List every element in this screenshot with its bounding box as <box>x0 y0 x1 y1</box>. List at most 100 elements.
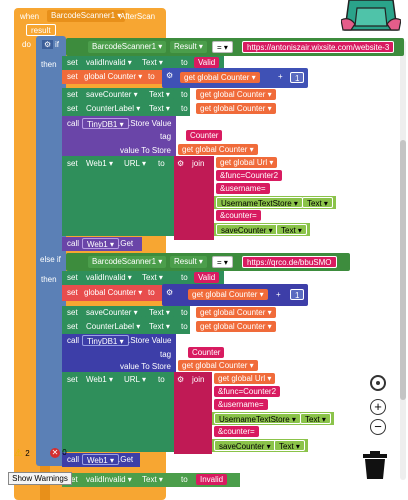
web-2-comp[interactable]: Web1 <box>82 374 118 385</box>
set-4-comp[interactable]: CounterLabel <box>82 103 145 114</box>
compare-2-op[interactable]: = <box>212 256 233 268</box>
set-3-prop[interactable]: Text <box>145 89 174 100</box>
set-4-var[interactable]: global Counter <box>213 104 271 113</box>
set-2-1-value[interactable]: Valid <box>194 272 220 283</box>
join-2-s5-comp[interactable]: saveCounter <box>214 440 276 451</box>
add-1-get[interactable]: get global Counter <box>180 72 260 83</box>
join-1-s5-prop[interactable]: Text <box>276 224 307 235</box>
event-component-dropdown[interactable]: BarcodeScanner1 <box>47 10 126 22</box>
compare-2-value[interactable]: https://qrco.de/bbuSMO <box>242 256 337 268</box>
set-2-1-comp[interactable]: validInvalid <box>82 272 136 283</box>
event-param-result[interactable]: result <box>26 24 56 36</box>
add-gear-icon[interactable]: ⚙ <box>166 288 174 297</box>
join-1-s3-prop[interactable]: Text <box>302 197 333 208</box>
set-counter-2-var[interactable]: global Counter <box>80 287 147 298</box>
set-3-comp[interactable]: saveCounter <box>82 89 142 100</box>
join-2-s3-prop[interactable]: Text <box>300 413 331 424</box>
compare-1-component[interactable]: BarcodeScanner1 <box>88 41 167 53</box>
store-2-get[interactable]: get global Counter <box>178 360 258 371</box>
join-2-url-var[interactable]: global Url <box>231 374 271 383</box>
join-gear-icon[interactable]: ⚙ <box>177 159 185 168</box>
join-2-url[interactable]: get global Url <box>214 373 276 384</box>
join-1-s3-comp[interactable]: UsernameTextStore <box>216 197 303 208</box>
join-2-s2[interactable]: &username= <box>214 399 268 410</box>
set-2-4-comp[interactable]: CounterLabel <box>82 321 145 332</box>
call-label: call <box>67 336 80 345</box>
show-warnings-button[interactable]: Show Warnings <box>8 472 72 485</box>
set-invalid-prop[interactable]: Text <box>138 474 167 485</box>
compare-2-component[interactable]: BarcodeScanner1 <box>88 256 167 268</box>
store-1-var[interactable]: global Counter <box>195 145 253 154</box>
join-1-s5-comp[interactable]: saveCounter <box>216 224 278 235</box>
set-1-value[interactable]: Valid <box>194 57 220 68</box>
set-invalid-comp[interactable]: validInvalid <box>82 474 136 485</box>
vertical-scrollbar[interactable] <box>400 40 406 480</box>
plus-label: + <box>278 72 283 81</box>
warning-indicator[interactable]: ⚠ 2 <box>14 448 38 462</box>
join-block-1[interactable] <box>174 156 214 240</box>
get-label: get <box>200 322 212 331</box>
join-1-s4[interactable]: &counter= <box>216 210 261 221</box>
set-2-1-prop[interactable]: Text <box>138 272 167 283</box>
zoom-out-icon[interactable]: − <box>370 419 386 435</box>
zoom-in-icon[interactable]: + <box>370 399 386 415</box>
compare-2-prop[interactable]: Result <box>170 256 207 268</box>
set-2-3-var[interactable]: global Counter <box>213 308 271 317</box>
set-3-var[interactable]: global Counter <box>213 90 271 99</box>
set-1-prop[interactable]: Text <box>138 57 167 68</box>
set-2-3-comp[interactable]: saveCounter <box>82 307 142 318</box>
get-label: get <box>220 158 232 167</box>
recenter-icon[interactable] <box>370 375 386 391</box>
set-counter-1-var[interactable]: global Counter <box>80 71 147 82</box>
join-1-s1[interactable]: &func=Counter2 <box>216 170 283 181</box>
join-block-2[interactable] <box>174 372 212 454</box>
set-2-4-var[interactable]: global Counter <box>213 322 271 331</box>
add-2-get[interactable]: get global Counter <box>188 289 268 300</box>
tag-1-value[interactable]: Counter <box>186 130 223 141</box>
set-4-prop[interactable]: Text <box>145 103 174 114</box>
add-1-var[interactable]: global Counter <box>197 73 255 82</box>
trash-icon[interactable] <box>362 450 388 480</box>
web-1-comp[interactable]: Web1 <box>82 158 118 169</box>
join-1-url-var[interactable]: global Url <box>233 158 273 167</box>
compare-1-prop[interactable]: Result <box>170 41 207 53</box>
set-4-get[interactable]: get global Counter <box>196 103 276 114</box>
tinydb-1-comp[interactable]: TinyDB1 <box>82 118 129 129</box>
set-web-url-block-1[interactable] <box>62 156 174 236</box>
set-2-3-prop[interactable]: Text <box>145 307 174 318</box>
if-gear-icon[interactable]: ⚙ <box>42 40 54 49</box>
set-2-4-get[interactable]: get global Counter <box>196 321 276 332</box>
tag-2-value[interactable]: Counter <box>188 347 225 358</box>
join-2-s5-prop[interactable]: Text <box>274 440 305 451</box>
web-2-prop[interactable]: URL <box>120 374 150 385</box>
tinydb-2-comp[interactable]: TinyDB1 <box>82 335 129 346</box>
set-2-4-prop[interactable]: Text <box>145 321 174 332</box>
store-1-get[interactable]: get global Counter <box>178 144 258 155</box>
join-1-url[interactable]: get global Url <box>216 157 278 168</box>
web-1-prop[interactable]: URL <box>120 158 150 169</box>
add-2-var[interactable]: global Counter <box>205 290 263 299</box>
web-get-1-comp[interactable]: Web1 <box>82 238 120 249</box>
add-2-number[interactable]: 1 <box>290 289 305 300</box>
set-3-get[interactable]: get global Counter <box>196 89 276 100</box>
join-gear-icon[interactable]: ⚙ <box>177 375 185 384</box>
set-web-url-block-2[interactable] <box>62 372 174 452</box>
join-1-s2[interactable]: &username= <box>216 183 270 194</box>
if-label: if <box>55 40 59 49</box>
warning-count: 2 <box>25 449 30 458</box>
scrollbar-thumb[interactable] <box>400 140 406 400</box>
compare-1-value[interactable]: https://antoniszair.wixsite.com/website-… <box>242 41 395 53</box>
get-label: get <box>200 90 212 99</box>
error-indicator[interactable]: ✕ 0 <box>50 448 74 462</box>
join-2-s4[interactable]: &counter= <box>214 426 259 437</box>
set-invalid-value[interactable]: Invalid <box>196 474 228 485</box>
web-get-2-comp[interactable]: Web1 <box>82 454 120 465</box>
set-1-comp[interactable]: validInvalid <box>82 57 136 68</box>
store-2-var[interactable]: global Counter <box>195 361 253 370</box>
add-gear-icon[interactable]: ⚙ <box>166 71 174 80</box>
join-2-s3-comp[interactable]: UsernameTextStore <box>214 413 301 424</box>
compare-1-op[interactable]: = <box>212 41 233 53</box>
set-2-3-get[interactable]: get global Counter <box>196 307 276 318</box>
join-2-s1[interactable]: &func=Counter2 <box>214 386 281 397</box>
add-1-number[interactable]: 1 <box>290 72 305 83</box>
